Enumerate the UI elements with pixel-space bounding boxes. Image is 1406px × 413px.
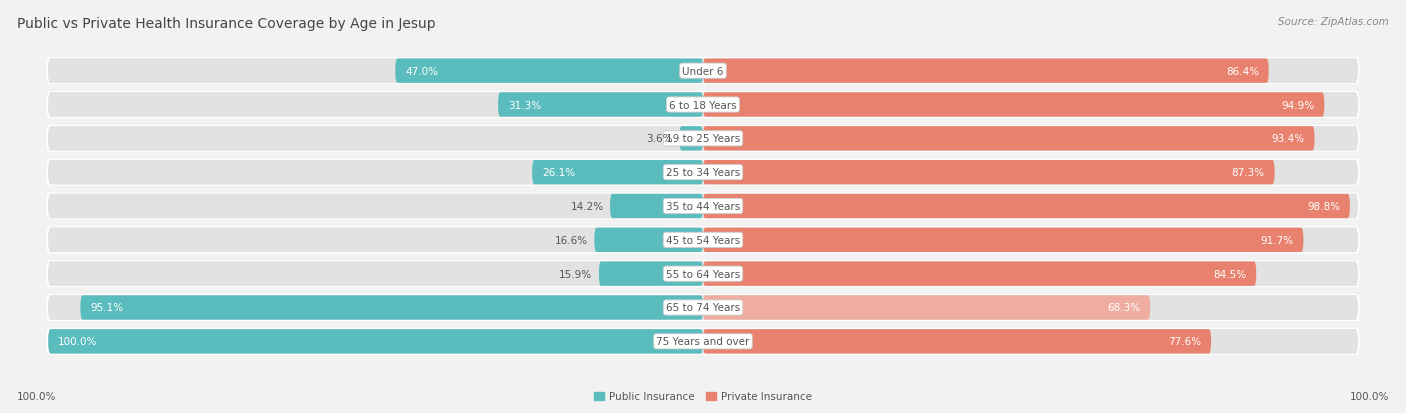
FancyBboxPatch shape <box>46 58 1360 85</box>
FancyBboxPatch shape <box>48 262 1358 286</box>
FancyBboxPatch shape <box>531 161 703 185</box>
Text: 26.1%: 26.1% <box>541 168 575 178</box>
Text: 86.4%: 86.4% <box>1226 66 1258 76</box>
Text: 65 to 74 Years: 65 to 74 Years <box>666 303 740 313</box>
Text: 31.3%: 31.3% <box>508 100 541 110</box>
FancyBboxPatch shape <box>46 159 1360 186</box>
FancyBboxPatch shape <box>46 328 1360 355</box>
FancyBboxPatch shape <box>48 59 1358 84</box>
FancyBboxPatch shape <box>703 262 1257 286</box>
FancyBboxPatch shape <box>703 93 1324 117</box>
FancyBboxPatch shape <box>703 127 1315 151</box>
Legend: Public Insurance, Private Insurance: Public Insurance, Private Insurance <box>589 387 817 405</box>
FancyBboxPatch shape <box>703 195 1350 218</box>
Text: 77.6%: 77.6% <box>1168 337 1201 347</box>
Text: 100.0%: 100.0% <box>1350 391 1389 401</box>
Text: 95.1%: 95.1% <box>90 303 124 313</box>
FancyBboxPatch shape <box>48 329 1358 354</box>
FancyBboxPatch shape <box>610 195 703 218</box>
FancyBboxPatch shape <box>703 228 1303 252</box>
FancyBboxPatch shape <box>703 161 1275 185</box>
Text: 14.2%: 14.2% <box>571 202 603 211</box>
FancyBboxPatch shape <box>48 296 1358 320</box>
FancyBboxPatch shape <box>48 161 1358 185</box>
FancyBboxPatch shape <box>48 93 1358 117</box>
FancyBboxPatch shape <box>46 193 1360 220</box>
Text: 87.3%: 87.3% <box>1232 168 1265 178</box>
Text: Source: ZipAtlas.com: Source: ZipAtlas.com <box>1278 17 1389 26</box>
Text: Under 6: Under 6 <box>682 66 724 76</box>
FancyBboxPatch shape <box>498 93 703 117</box>
Text: 16.6%: 16.6% <box>554 235 588 245</box>
FancyBboxPatch shape <box>48 161 1358 185</box>
Text: 84.5%: 84.5% <box>1213 269 1247 279</box>
FancyBboxPatch shape <box>48 127 1358 151</box>
Text: 100.0%: 100.0% <box>17 391 56 401</box>
FancyBboxPatch shape <box>48 195 1358 218</box>
Text: 45 to 54 Years: 45 to 54 Years <box>666 235 740 245</box>
FancyBboxPatch shape <box>703 296 1150 320</box>
FancyBboxPatch shape <box>46 227 1360 254</box>
FancyBboxPatch shape <box>48 228 1358 252</box>
Text: 68.3%: 68.3% <box>1108 303 1140 313</box>
FancyBboxPatch shape <box>46 92 1360 119</box>
Text: 94.9%: 94.9% <box>1281 100 1315 110</box>
Text: 91.7%: 91.7% <box>1260 235 1294 245</box>
FancyBboxPatch shape <box>48 228 1358 252</box>
FancyBboxPatch shape <box>48 59 1358 84</box>
FancyBboxPatch shape <box>48 329 1358 354</box>
Text: 93.4%: 93.4% <box>1271 134 1305 144</box>
Text: 6 to 18 Years: 6 to 18 Years <box>669 100 737 110</box>
FancyBboxPatch shape <box>395 59 703 84</box>
Text: 15.9%: 15.9% <box>560 269 592 279</box>
FancyBboxPatch shape <box>599 262 703 286</box>
FancyBboxPatch shape <box>48 329 703 354</box>
Text: 75 Years and over: 75 Years and over <box>657 337 749 347</box>
FancyBboxPatch shape <box>48 195 1358 218</box>
FancyBboxPatch shape <box>703 59 1268 84</box>
FancyBboxPatch shape <box>48 262 1358 286</box>
Text: 3.6%: 3.6% <box>647 134 673 144</box>
FancyBboxPatch shape <box>679 127 703 151</box>
Text: 19 to 25 Years: 19 to 25 Years <box>666 134 740 144</box>
FancyBboxPatch shape <box>48 296 1358 320</box>
FancyBboxPatch shape <box>46 294 1360 321</box>
FancyBboxPatch shape <box>595 228 703 252</box>
Text: 98.8%: 98.8% <box>1308 202 1340 211</box>
FancyBboxPatch shape <box>703 329 1211 354</box>
FancyBboxPatch shape <box>80 296 703 320</box>
FancyBboxPatch shape <box>46 126 1360 152</box>
Text: 25 to 34 Years: 25 to 34 Years <box>666 168 740 178</box>
FancyBboxPatch shape <box>48 93 1358 117</box>
Text: 35 to 44 Years: 35 to 44 Years <box>666 202 740 211</box>
Text: Public vs Private Health Insurance Coverage by Age in Jesup: Public vs Private Health Insurance Cover… <box>17 17 436 31</box>
Text: 100.0%: 100.0% <box>58 337 97 347</box>
FancyBboxPatch shape <box>48 127 1358 151</box>
Text: 47.0%: 47.0% <box>405 66 439 76</box>
Text: 55 to 64 Years: 55 to 64 Years <box>666 269 740 279</box>
FancyBboxPatch shape <box>46 261 1360 287</box>
